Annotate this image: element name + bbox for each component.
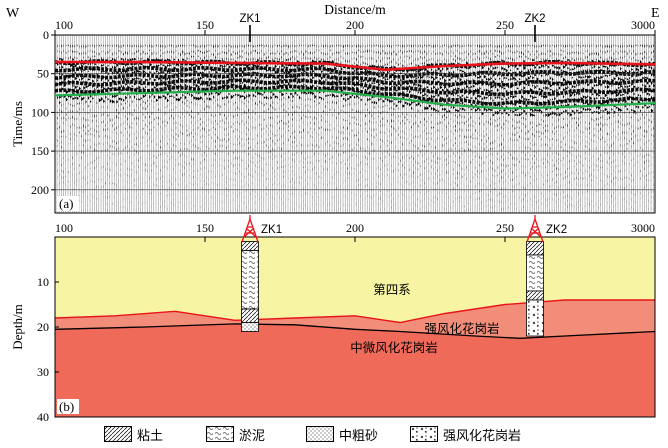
green-horizon-line xyxy=(54,89,656,110)
west-label: W xyxy=(6,6,20,21)
y-axis-title-time: Time/ms xyxy=(10,101,25,147)
legend-item-sand: 中粗砂 xyxy=(306,424,378,444)
panel-a-label-bg xyxy=(57,196,79,211)
top-x-tick-label: 250 xyxy=(496,18,514,32)
panel-a-label: (a) xyxy=(59,196,73,211)
bottom-y-tick-label: 30 xyxy=(37,365,49,379)
east-label: E xyxy=(651,6,660,21)
top-y-tick-label: 0 xyxy=(43,28,49,42)
bottom-x-tick-label: 250 xyxy=(496,221,514,235)
legend-item-silt: 淤泥 xyxy=(206,424,265,444)
silt-pattern-icon xyxy=(206,426,234,442)
top-x-tick-label: 3000 xyxy=(631,18,655,32)
top-y-tick-label: 50 xyxy=(37,67,49,81)
legend-label-sand: 中粗砂 xyxy=(339,428,379,444)
trace-fills xyxy=(57,44,655,213)
panel-b-label-bg xyxy=(57,399,79,414)
bottom-x-tick-label: 200 xyxy=(346,221,364,235)
borehole-name: ZK1 xyxy=(261,224,282,236)
legend: 粘土 淤泥 中粗砂 强风化花岗岩 xyxy=(96,424,656,446)
bottom-x-tick-label: 150 xyxy=(196,221,214,235)
borehole-name: ZK2 xyxy=(524,13,545,25)
geologic-section: 100 150 200 250 3000 10 20 30 40 ZK1 ZK2 Depth/m… xyxy=(10,215,656,424)
bottom-y-tick-label: 10 xyxy=(37,275,49,289)
top-x-tick-label: 100 xyxy=(55,18,73,32)
seismic-panel: 100 150 200 250 3000 0 50 100 150 200 ZK1 ZK2 W E… xyxy=(6,2,660,214)
clay-pattern-icon xyxy=(104,426,132,442)
top-x-tick-label: 200 xyxy=(346,18,364,32)
borehole-layer-sand xyxy=(241,322,259,332)
bottom-y-tick-label: 20 xyxy=(37,320,49,334)
sand-pattern-icon xyxy=(306,426,334,442)
bottom-x-tick-label: 3000 xyxy=(631,221,655,235)
top-x-ticks: 100 150 200 250 3000 xyxy=(54,18,656,35)
top-y-tick-label: 200 xyxy=(31,183,49,197)
x-axis-title: Distance/m xyxy=(324,2,386,17)
borehole-layer-clay xyxy=(526,241,544,256)
top-x-tick-label: 150 xyxy=(196,18,214,32)
strong-weathered-label: 强风化花岗岩 xyxy=(424,321,499,336)
legend-item-granite: 强风化花岗岩 xyxy=(410,424,521,444)
derrick-icon xyxy=(526,215,544,243)
bottom-y-tick-label: 40 xyxy=(37,410,49,424)
granite-boundary-line xyxy=(54,323,656,339)
borehole-layer-granite xyxy=(526,299,544,337)
granite-pattern-icon xyxy=(410,426,438,442)
borehole-layer-clay xyxy=(241,241,259,251)
legend-label-granite: 强风化花岗岩 xyxy=(443,428,522,444)
quaternary-boundary-line xyxy=(54,299,655,324)
slight-weathered-label: 中微风化花岗岩 xyxy=(350,340,438,355)
red-horizon-line xyxy=(55,60,656,72)
borehole-columns xyxy=(241,241,544,337)
borehole-derricks: ZK1 ZK2 xyxy=(241,215,567,243)
derrick-icon xyxy=(241,215,259,243)
legend-label-silt: 淤泥 xyxy=(239,428,266,444)
borehole-name: ZK1 xyxy=(239,13,260,25)
bottom-y-ticks: 10 20 30 40 xyxy=(37,275,59,424)
panel-b-label: (b) xyxy=(59,399,74,414)
legend-label-clay: 粘土 xyxy=(137,428,164,444)
borehole-name: ZK2 xyxy=(546,224,567,236)
top-y-ticks: 0 50 100 150 200 xyxy=(31,28,55,197)
bottom-x-tick-label: 100 xyxy=(55,221,73,235)
top-y-tick-label: 150 xyxy=(31,144,49,158)
borehole-layer-silt xyxy=(526,254,544,292)
slight-weathered-granite-layer xyxy=(55,323,655,417)
time-gridlines xyxy=(55,73,655,191)
bottom-x-ticks: 100 150 200 250 3000 xyxy=(54,221,656,242)
top-borehole-markers: ZK1 ZK2 xyxy=(239,13,546,42)
quaternary-label: 第四系 xyxy=(373,282,411,297)
y-axis-title-depth: Depth/m xyxy=(10,304,25,350)
borehole-layer-silt xyxy=(241,250,259,310)
seismic-traces xyxy=(55,35,655,213)
legend-item-clay: 粘土 xyxy=(104,424,163,444)
borehole-layer-clay xyxy=(526,290,544,301)
top-y-tick-label: 100 xyxy=(31,105,49,119)
borehole-layer-clay xyxy=(241,308,259,323)
